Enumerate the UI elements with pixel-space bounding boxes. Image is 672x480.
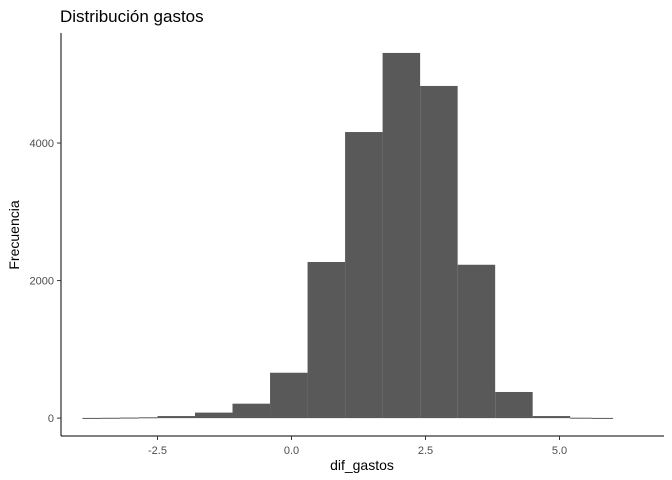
histogram-bar-14 [532,416,571,419]
x-ticks-group: -2.5 0.0 2.5 5.0 [148,436,567,457]
y-tick-label-0: 0 [48,413,54,425]
x-tick-label-0: -2.5 [148,445,167,457]
histogram-bar-13 [495,391,533,419]
histogram-bar-11 [420,85,458,419]
bars-group [82,52,614,419]
histogram-bar-15 [570,417,592,419]
chart-title: Distribución gastos [60,7,204,26]
x-tick-label-3: 5.0 [552,445,567,457]
histogram-bar-6 [232,403,271,419]
x-tick-label-1: 0.0 [284,445,299,457]
x-axis-label: dif_gastos [330,457,394,473]
histogram-bar-12 [457,264,496,419]
histogram-bar-0 [82,417,102,419]
histogram-bar-10 [382,52,421,419]
histogram-bar-1 [101,417,120,419]
y-ticks-group: 0 2000 4000 [30,138,61,425]
x-tick-label-2: 2.5 [418,445,433,457]
y-tick-label-1: 2000 [30,276,54,288]
histogram-bar-7 [270,372,308,419]
y-tick-label-2: 4000 [30,138,54,150]
histogram-bar-8 [307,262,346,419]
histogram-bar-5 [195,412,233,419]
histogram-bar-9 [345,132,383,419]
histogram-bar-4 [157,416,195,419]
histogram-bar-16 [591,417,614,419]
histogram-bar-3 [138,417,158,419]
histogram-bar-2 [119,417,139,419]
y-axis-label: Frecuencia [6,200,22,269]
